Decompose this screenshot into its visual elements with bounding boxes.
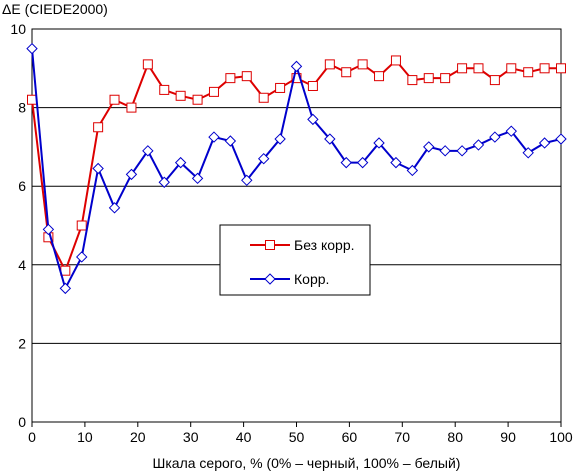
data-point [258, 92, 269, 103]
data-point [76, 220, 87, 231]
data-point [275, 82, 286, 93]
data-point [92, 162, 104, 175]
data-point [489, 75, 500, 86]
legend-marker [265, 240, 275, 250]
data-point [174, 156, 187, 169]
data-point [159, 84, 170, 95]
data-point [539, 63, 550, 74]
data-point [423, 73, 434, 84]
data-point [423, 141, 435, 153]
data-point [357, 59, 368, 70]
data-point [439, 145, 451, 157]
data-point [27, 94, 37, 105]
y-tick-label: 6 [18, 178, 26, 194]
data-point [108, 202, 121, 214]
data-point [42, 223, 55, 236]
legend-label: Корр. [294, 271, 329, 287]
x-tick-label: 20 [130, 429, 146, 445]
data-point [556, 63, 566, 74]
data-point [341, 67, 352, 78]
y-tick-label: 8 [18, 100, 26, 116]
x-tick-label: 40 [236, 429, 252, 445]
x-tick-label: 100 [549, 429, 573, 445]
x-tick-label: 80 [447, 429, 463, 445]
data-point [225, 73, 236, 84]
data-point [324, 133, 336, 145]
series-corrected [26, 42, 567, 295]
data-point [241, 71, 252, 82]
x-tick-label: 90 [500, 429, 516, 445]
data-point [76, 251, 88, 263]
data-point [175, 90, 186, 101]
y-tick-label: 0 [18, 414, 26, 430]
legend-label: Без корр. [294, 237, 355, 253]
x-tick-label: 70 [395, 429, 411, 445]
data-point [406, 164, 419, 177]
chart-title: ΔE (CIEDE2000) [2, 1, 108, 17]
y-tick-label: 4 [18, 257, 26, 273]
data-point [440, 73, 451, 84]
legend: Без корр. Корр. [219, 224, 371, 296]
grid-lines [32, 107, 561, 344]
data-point [523, 67, 534, 78]
data-point [390, 55, 401, 66]
data-point [473, 63, 484, 74]
x-tick-label: 10 [77, 429, 93, 445]
data-point [373, 137, 385, 149]
data-point [457, 63, 468, 74]
x-tick-label: 60 [342, 429, 358, 445]
data-point [390, 156, 402, 169]
data-point [125, 168, 138, 181]
data-point [356, 156, 369, 169]
data-point [555, 133, 567, 145]
data-point [257, 152, 270, 165]
data-point [59, 282, 72, 295]
data-point [307, 113, 319, 126]
data-point [290, 60, 303, 73]
series-uncorrected [27, 55, 566, 276]
data-point [340, 156, 352, 169]
x-tick-label: 30 [183, 429, 199, 445]
y-tick-label: 10 [10, 21, 26, 37]
data-point [191, 172, 204, 185]
data-point [324, 59, 335, 70]
x-tick-label: 50 [289, 429, 305, 445]
legend-marker [264, 273, 276, 285]
data-point [307, 80, 318, 91]
data-point [142, 145, 154, 157]
data-point [224, 135, 237, 147]
data-point [192, 94, 203, 105]
data-point [274, 133, 286, 145]
data-point [489, 131, 501, 143]
data-point [506, 63, 517, 74]
y-tick-label: 2 [18, 335, 26, 351]
data-point [126, 102, 137, 113]
series-layer [26, 42, 567, 295]
data-point [538, 137, 551, 149]
data-point [456, 145, 468, 157]
data-point [407, 75, 418, 86]
data-point [208, 86, 219, 97]
data-point [158, 176, 170, 188]
x-axis-label: Шкала серого, % (0% – черный, 100% – бел… [153, 455, 461, 471]
data-point [109, 94, 120, 105]
data-point [505, 125, 517, 137]
data-point [208, 131, 220, 143]
data-point [26, 42, 38, 55]
data-point [522, 147, 534, 159]
data-point [93, 122, 104, 133]
data-point [241, 174, 253, 187]
data-point [374, 71, 385, 82]
x-tick-label: 0 [28, 429, 36, 445]
data-point [142, 59, 153, 70]
data-point [472, 139, 485, 151]
legend-box [219, 224, 371, 296]
